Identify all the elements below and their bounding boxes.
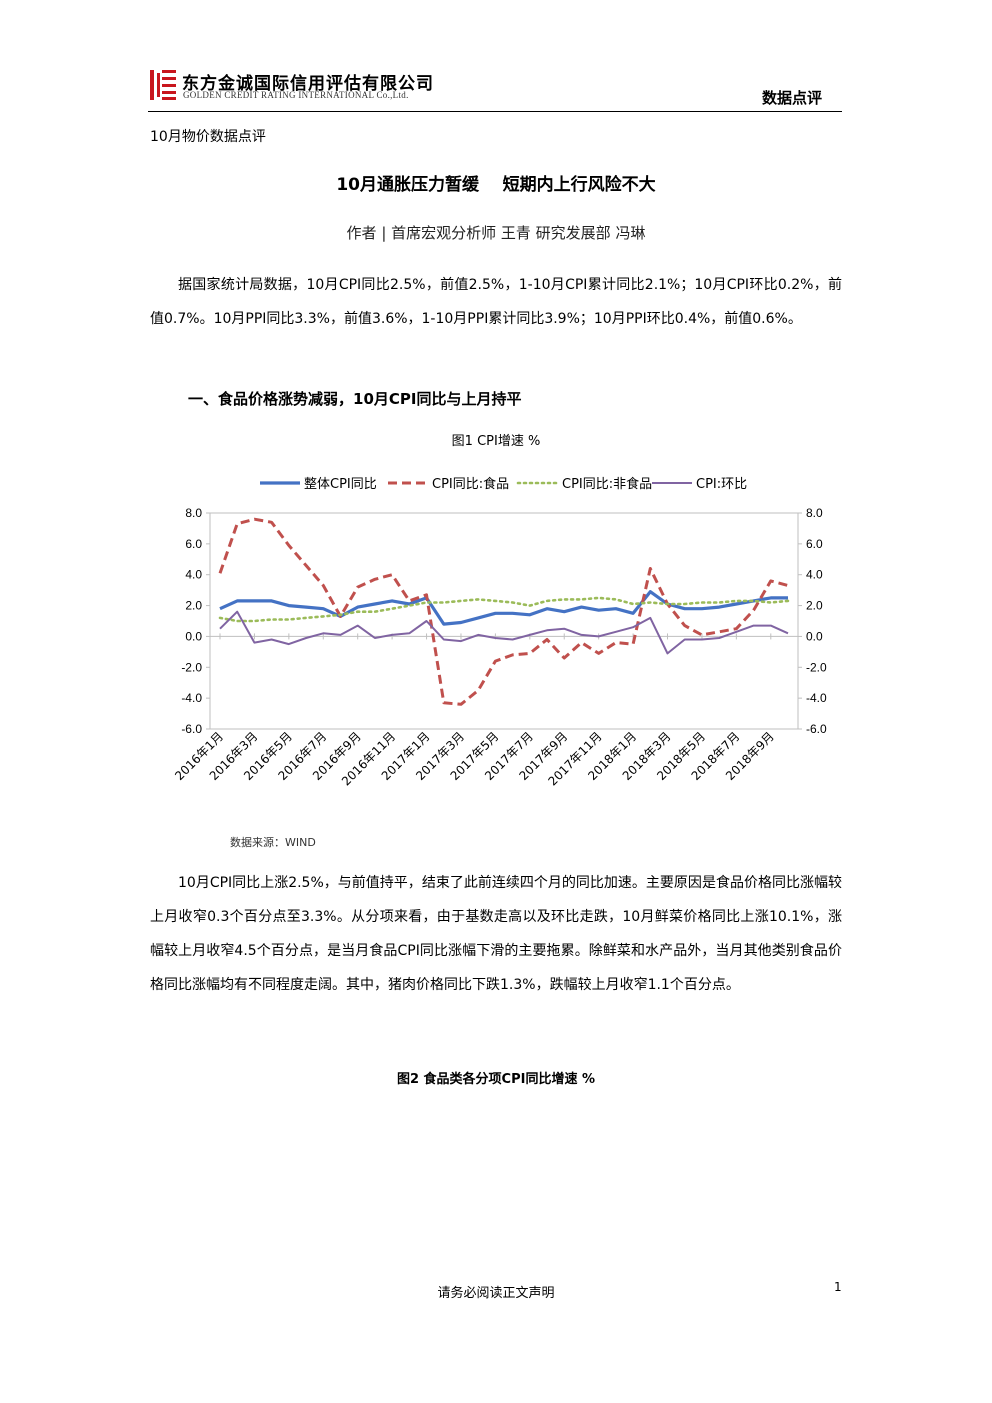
y-tick-label-left: 2.0 (185, 599, 202, 613)
y-tick-label-right: -6.0 (806, 722, 827, 736)
figure-1-caption: 图1 CPI增速 % (451, 434, 541, 449)
section-tag: 数据点评 (761, 89, 822, 107)
y-tick-label-right: 8.0 (806, 506, 823, 520)
series-line-4 (219, 610, 789, 655)
y-tick-label-right: 4.0 (806, 568, 823, 582)
y-tick-label-left: 0.0 (185, 629, 202, 643)
cpi-growth-chart: 8.0 8.0 6.0 6.0 4.0 4.0 2.0 2.0 0.0 0.0 -2.0 -2.0 -4… (172, 476, 827, 788)
y-tick-label-left: -2.0 (181, 660, 202, 674)
page-header: 东方金诚国际信用评估有限公司 GOLDEN CREDIT RATING INTE… (150, 68, 842, 110)
y-tick-label-right: 0.0 (806, 629, 823, 643)
y-tick-label-left: -4.0 (181, 691, 202, 705)
y-tick-label-right: -4.0 (806, 691, 827, 705)
figure-2-caption: 图2 食品类各分项CPI同比增速 % (396, 1072, 596, 1087)
legend-label: 整体CPI同比 (304, 477, 377, 492)
y-tick-label-right: 2.0 (806, 599, 823, 613)
report-series-name: 10月物价数据点评 (150, 129, 266, 145)
figure-1-source: 数据来源：WIND (230, 836, 316, 849)
page-title: 10月通胀压力暂缓 短期内上行风险不大 (336, 175, 656, 195)
page-number: 1 (834, 1280, 842, 1294)
series-line-3 (218, 596, 790, 623)
analysis-paragraph: 10月CPI同比上涨2.5%，与前值持平，结束了此前连续四个月的同比加速。主要原… (150, 875, 842, 993)
company-logo-icon (150, 70, 176, 100)
series-line-1 (219, 590, 788, 626)
footer-disclaimer: 请务必阅读正文声明 (437, 1286, 555, 1301)
plot-frame (209, 512, 799, 730)
series-line-2 (218, 517, 789, 706)
header-divider (148, 111, 842, 112)
summary-paragraph: 据国家统计局数据，10月CPI同比2.5%，前值2.5%，1-10月CPI累计同… (150, 277, 842, 327)
legend-label: CPI同比:非食品 (562, 476, 652, 492)
y-tick-label-left: 6.0 (185, 537, 202, 551)
company-name-cn: 东方金诚国际信用评估有限公司 (182, 74, 434, 94)
y-tick-label-left: 8.0 (185, 506, 202, 520)
y-tick-label-left: -6.0 (181, 722, 202, 736)
author-line: 作者 | 首席宏观分析师 王青 研究发展部 冯琳 (346, 224, 646, 242)
legend-label: CPI同比:食品 (432, 476, 509, 492)
legend-label: CPI:环比 (696, 477, 747, 492)
company-name-en: GOLDEN CREDIT RATING INTERNATIONAL Co.,L… (183, 90, 409, 100)
y-tick-label-right: 6.0 (806, 537, 823, 551)
y-tick-label-right: -2.0 (806, 660, 827, 674)
section-heading-1: 一、食品价格涨势减弱，10月CPI同比与上月持平 (188, 390, 522, 408)
y-tick-label-left: 4.0 (185, 568, 202, 582)
